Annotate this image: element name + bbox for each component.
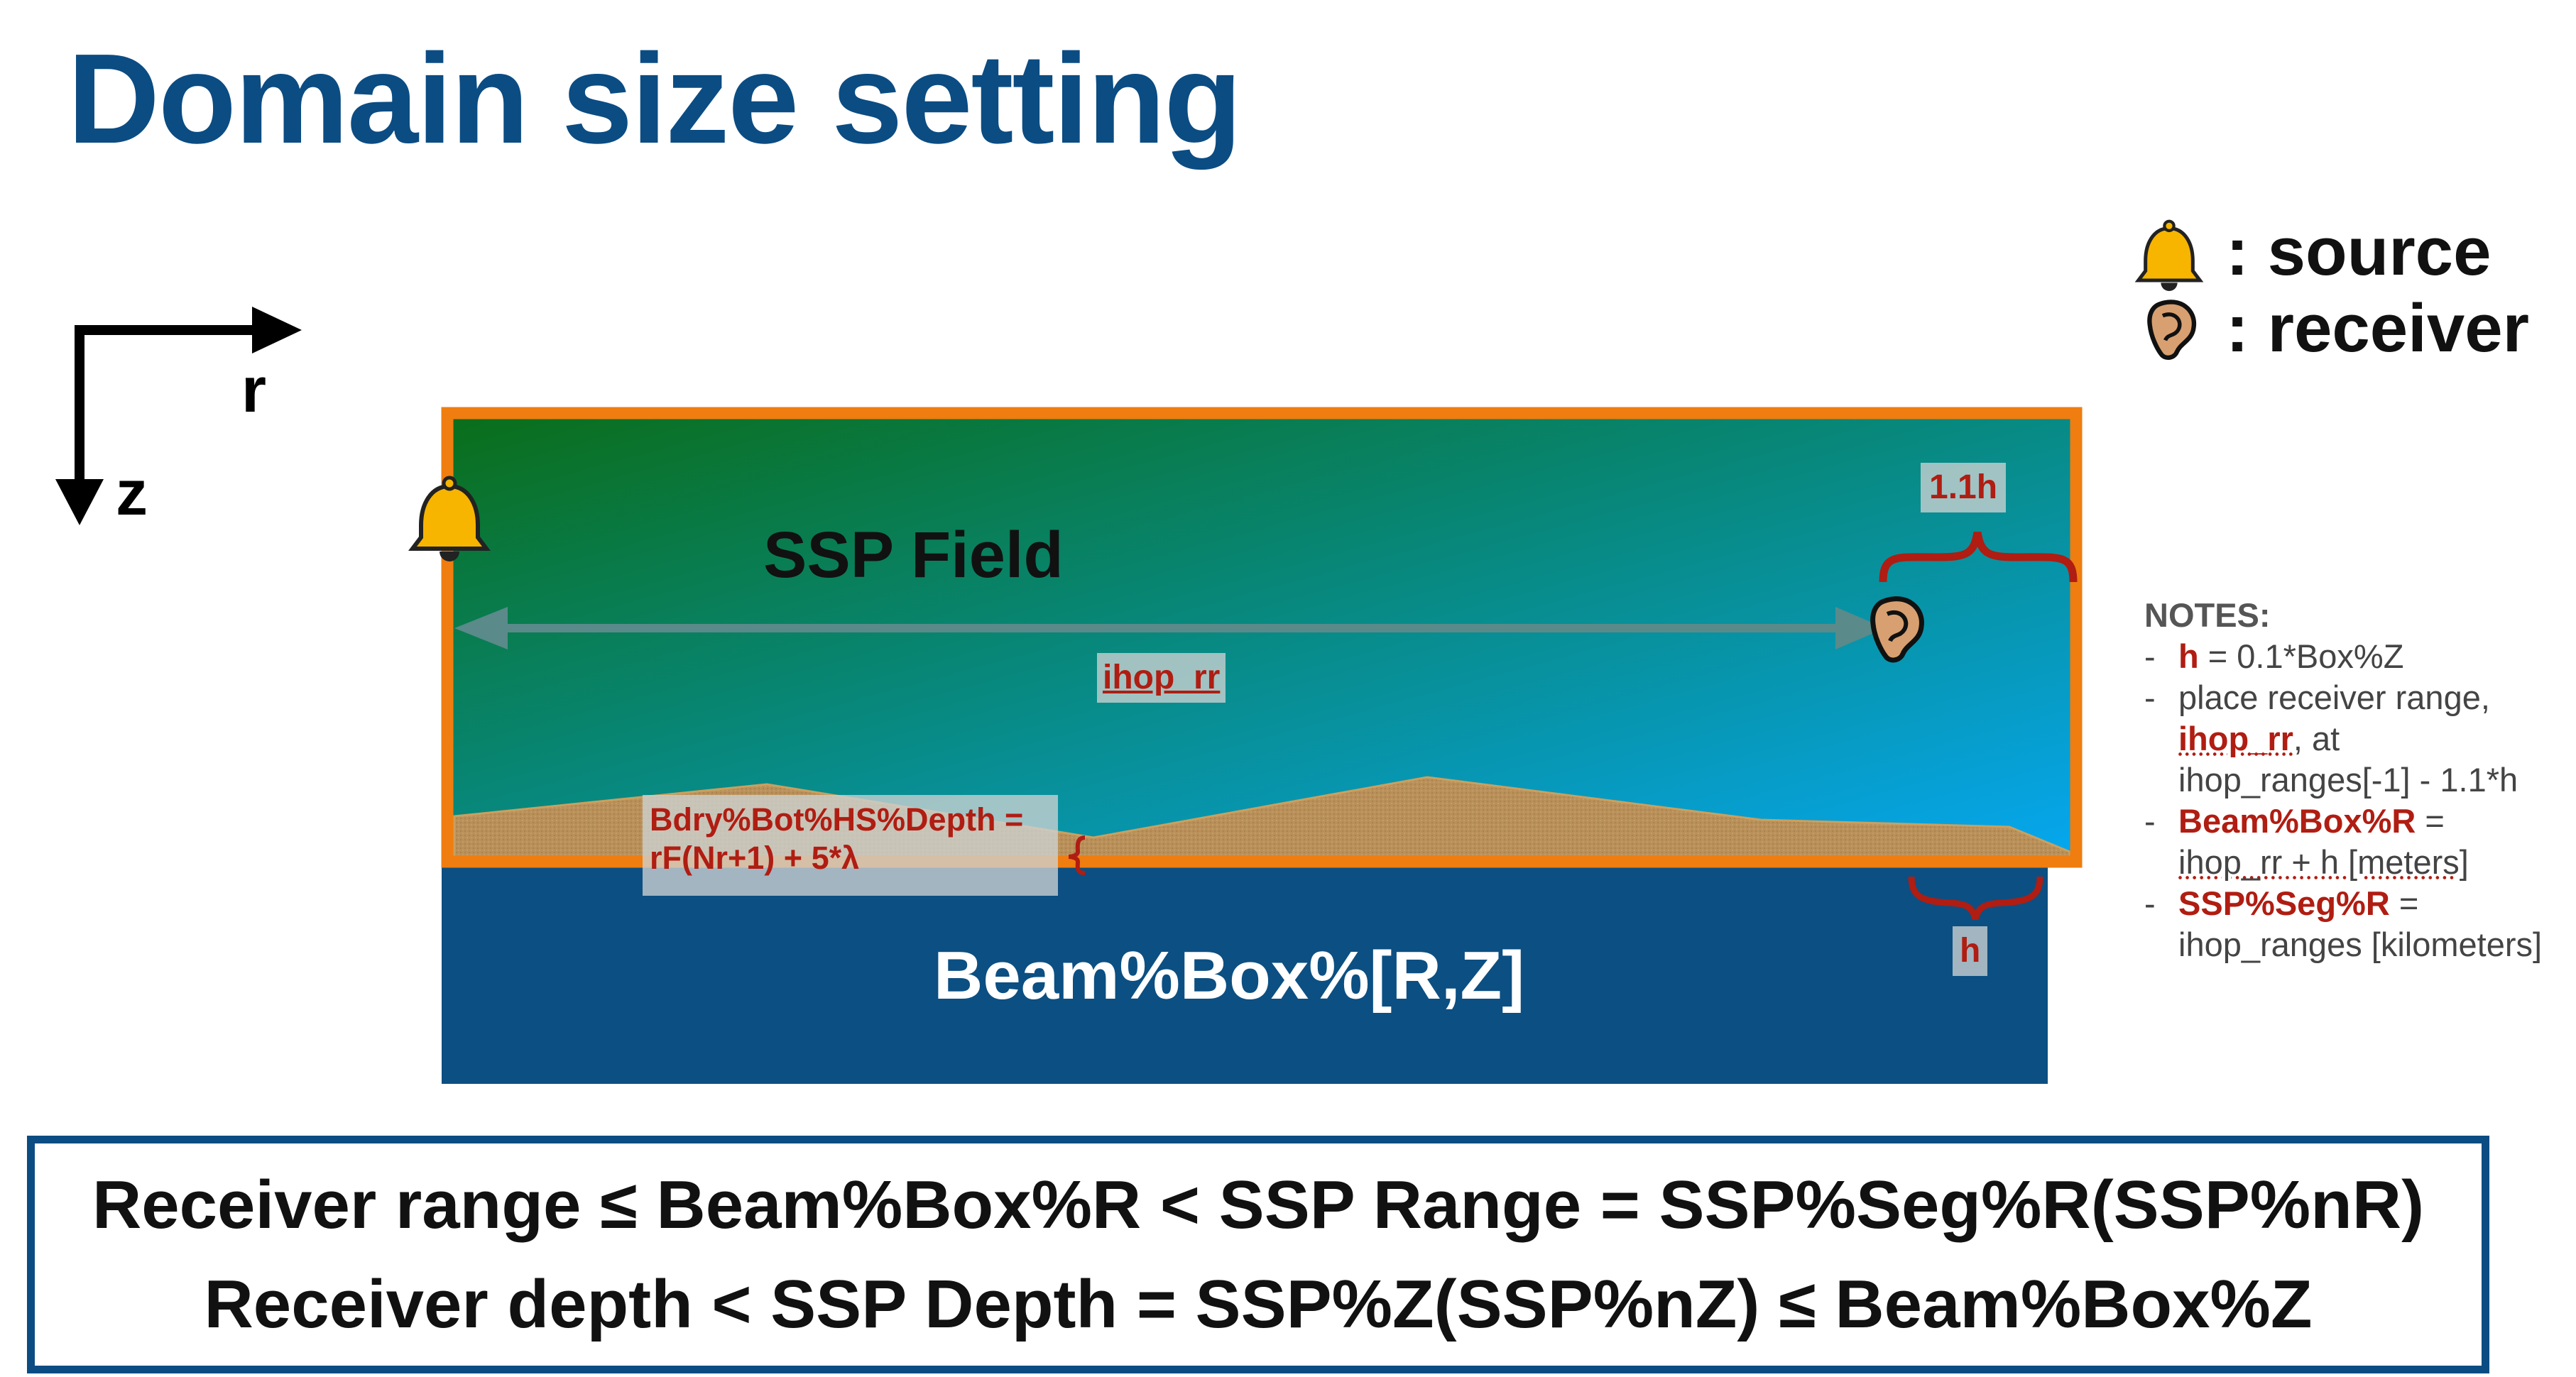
axes: r z — [55, 307, 302, 529]
bell-icon — [2134, 219, 2204, 291]
receiver-ear-icon — [1870, 596, 1924, 663]
ssp-field — [449, 419, 2073, 859]
range-constraint: Receiver range ≤ Beam%Box%R < SSP Range … — [92, 1166, 2425, 1243]
ihop-rr-arrow — [454, 607, 1885, 649]
ihop-rr-label: ihop_rr — [1097, 653, 1226, 703]
depth-margin-label: h — [1953, 926, 1988, 976]
r-axis-arrowhead — [252, 307, 302, 353]
page-title: Domain size setting — [67, 28, 1242, 170]
note-item: - place receiver range, ihop_rr, at ihop… — [2144, 679, 2518, 799]
bdry-depth-label: Bdry%Bot%HS%Depth = rF(Nr+1) + 5*λ — [643, 795, 1058, 896]
note-term: SSP%Seg%R — [2178, 884, 2390, 922]
ssp-field-frame — [441, 407, 2083, 868]
ear-icon — [2147, 300, 2197, 360]
note-term: ihop_rr — [2178, 720, 2293, 757]
notes-panel: NOTES: - h = 0.1*Box%Z - place receiver … — [2144, 595, 2570, 965]
depth-margin-brace — [1908, 876, 2043, 921]
bdry-brace — [1068, 835, 1086, 875]
ssp-field-label: SSP Field — [763, 519, 1064, 591]
constraints-box: Receiver range ≤ Beam%Box%R < SSP Range … — [27, 1136, 2489, 1373]
legend-receiver-label: : receiver — [2226, 290, 2529, 366]
range-margin-brace — [1879, 531, 2078, 583]
note-item: - Beam%Box%R = ihop_rr + h [meters] — [2144, 802, 2469, 881]
beam-box-label: Beam%Box%[R,Z] — [934, 938, 1525, 1014]
range-margin-label: 1.1h — [1921, 463, 2007, 512]
note-text: = — [2416, 802, 2445, 840]
legend-source-label: : source — [2226, 214, 2492, 290]
notes-header: NOTES: — [2144, 596, 2271, 634]
note-term: h — [2178, 637, 2199, 675]
bdry-depth-line1: Bdry%Bot%HS%Depth = — [650, 801, 1024, 838]
note-text: ihop_rr + h [meters] — [2178, 843, 2469, 881]
depth-constraint: Receiver depth < SSP Depth = SSP%Z(SSP%n… — [204, 1266, 2313, 1342]
note-text: = 0.1*Box%Z — [2198, 637, 2404, 675]
legend-source: : source — [2134, 213, 2491, 291]
note-text: ihop_ranges [kilometers] — [2178, 926, 2543, 963]
note-text: = — [2389, 884, 2419, 922]
note-text: place receiver range, — [2178, 679, 2490, 716]
r-axis-label: r — [241, 355, 266, 426]
source-bell-icon — [408, 476, 491, 561]
z-axis-label: z — [116, 458, 148, 529]
z-axis-arrowhead — [55, 479, 104, 525]
legend-receiver: : receiver — [2134, 290, 2529, 368]
bdry-depth-line2: rF(Nr+1) + 5*λ — [650, 840, 860, 876]
note-text: , at ihop_ranges[-1] - 1.1*h — [2178, 720, 2518, 799]
note-term: Beam%Box%R — [2178, 802, 2416, 840]
note-item: - h = 0.1*Box%Z — [2144, 637, 2404, 675]
note-item: - SSP%Seg%R = ihop_ranges [kilometers] — [2144, 884, 2543, 963]
